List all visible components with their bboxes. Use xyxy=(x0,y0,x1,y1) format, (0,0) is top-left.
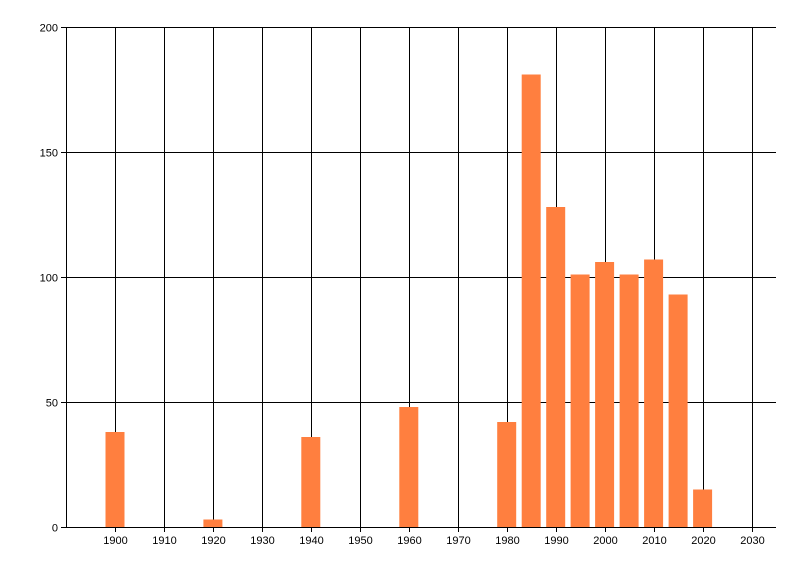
x-tick-label: 1920 xyxy=(201,535,225,547)
x-tick-label: 1970 xyxy=(446,535,470,547)
bar-1980 xyxy=(497,422,517,527)
axes xyxy=(61,27,776,532)
y-tick-label: 50 xyxy=(46,398,58,410)
tick-labels: 1900 1910 1920 1930 1940 1950 1960 1970 1980 1990… xyxy=(40,23,765,548)
bar-1960 xyxy=(399,407,419,527)
x-tick-label: 1980 xyxy=(495,535,519,547)
x-tick-label: 1930 xyxy=(250,535,274,547)
x-tick-label: 1900 xyxy=(103,535,127,547)
x-tick-label: 2020 xyxy=(691,535,715,547)
bar-2000 xyxy=(595,262,615,527)
y-tick-label: 150 xyxy=(40,148,58,160)
grid-lines xyxy=(66,27,776,528)
x-tick-label: 1910 xyxy=(152,535,176,547)
bar-1900 xyxy=(105,432,125,527)
bar-1990 xyxy=(546,207,566,527)
x-tick-label: 1960 xyxy=(397,535,421,547)
x-tick-label: 1990 xyxy=(544,535,568,547)
x-tick-label: 1950 xyxy=(348,535,372,547)
x-tick-label: 2000 xyxy=(593,535,617,547)
bar-1940 xyxy=(301,437,321,527)
bar-1995 xyxy=(570,274,590,527)
x-tick-label: 2010 xyxy=(642,535,666,547)
y-tick-label: 200 xyxy=(40,23,58,35)
x-tick-label: 2030 xyxy=(740,535,764,547)
bar-2015 xyxy=(668,294,688,527)
bar-1985 xyxy=(521,74,541,527)
x-tick-label: 1940 xyxy=(299,535,323,547)
bar-2005 xyxy=(619,274,639,527)
bar-1920 xyxy=(203,519,223,527)
y-tick-label: 0 xyxy=(52,523,58,535)
bar-2020 xyxy=(693,489,713,527)
bar-2010 xyxy=(644,259,664,527)
y-tick-label: 100 xyxy=(40,273,58,285)
bars xyxy=(105,74,713,527)
